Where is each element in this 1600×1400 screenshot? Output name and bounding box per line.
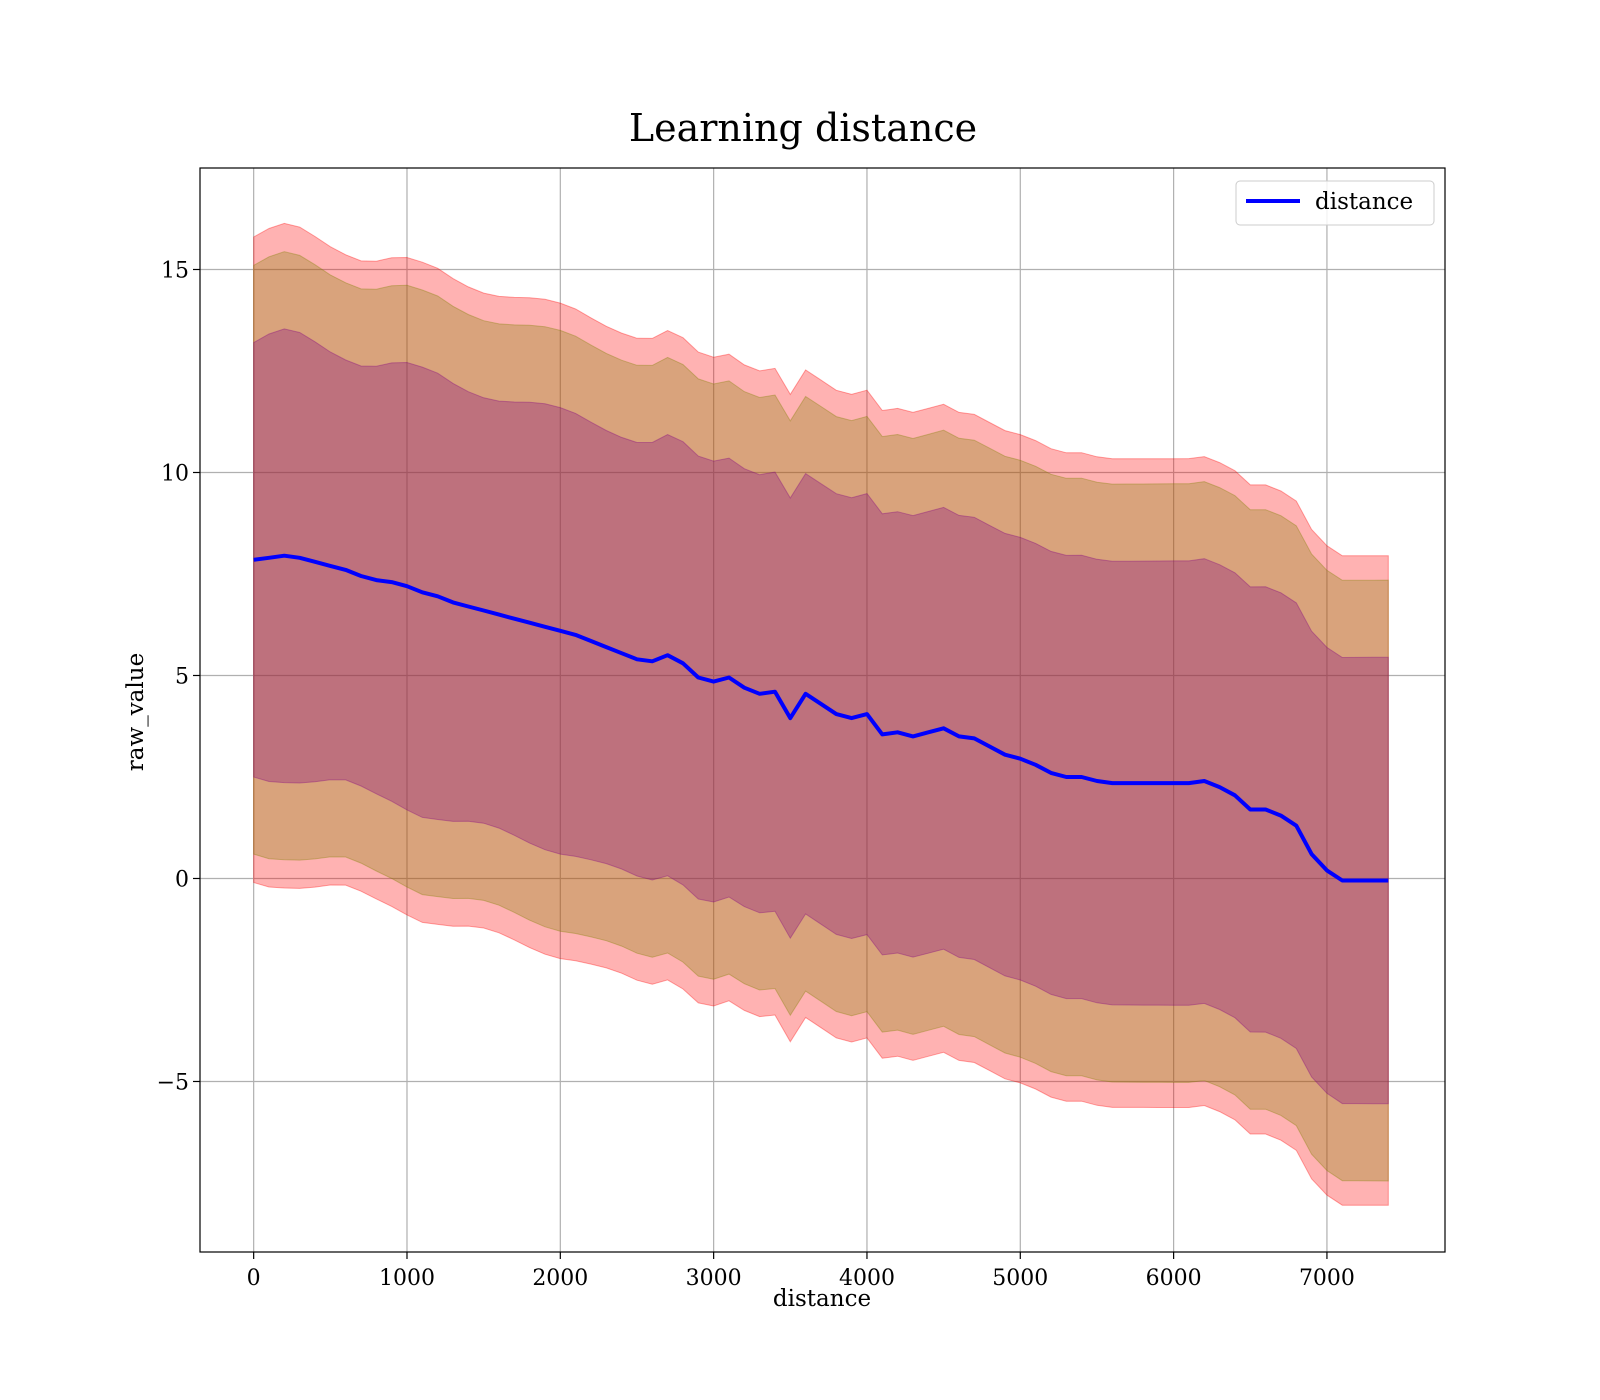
x-tick-label: 7000 bbox=[1299, 1266, 1355, 1291]
x-tick-label: 0 bbox=[247, 1266, 261, 1291]
x-tick-label: 5000 bbox=[992, 1266, 1048, 1291]
legend-label-distance: distance bbox=[1315, 189, 1413, 215]
y-tick-label: 0 bbox=[175, 867, 189, 892]
x-tick-label: 1000 bbox=[379, 1266, 435, 1291]
x-tick-label: 2000 bbox=[532, 1266, 588, 1291]
x-tick-label: 4000 bbox=[839, 1266, 895, 1291]
y-axis-label: raw_value bbox=[123, 653, 149, 771]
legend-box bbox=[1235, 180, 1435, 226]
band-middle bbox=[253, 251, 1389, 1182]
series-lines bbox=[253, 553, 1389, 883]
band-outer bbox=[253, 222, 1389, 1206]
x-tick-label: 6000 bbox=[1146, 1266, 1202, 1291]
uncertainty-bands bbox=[253, 222, 1389, 1206]
band-inner bbox=[253, 328, 1389, 1105]
y-tick-label: 5 bbox=[175, 664, 189, 689]
y-tick-label: −5 bbox=[157, 1070, 189, 1095]
y-tick-label: 10 bbox=[161, 461, 189, 486]
chart-title: Learning distance bbox=[629, 106, 977, 150]
x-tick-label: 3000 bbox=[686, 1266, 742, 1291]
plot-area bbox=[199, 167, 1446, 1253]
series-line-distance bbox=[253, 553, 1389, 883]
x-axis-label: distance bbox=[773, 1286, 871, 1312]
legend: distance bbox=[1235, 180, 1435, 226]
plot-frame bbox=[199, 167, 1446, 1253]
y-tick-label: 15 bbox=[161, 258, 189, 283]
grid bbox=[200, 168, 1445, 1252]
axis-ticks: 0 1000 2000 3000 4000 5000 6000 7000 −5 0 5 10 15 bbox=[157, 258, 1355, 1291]
